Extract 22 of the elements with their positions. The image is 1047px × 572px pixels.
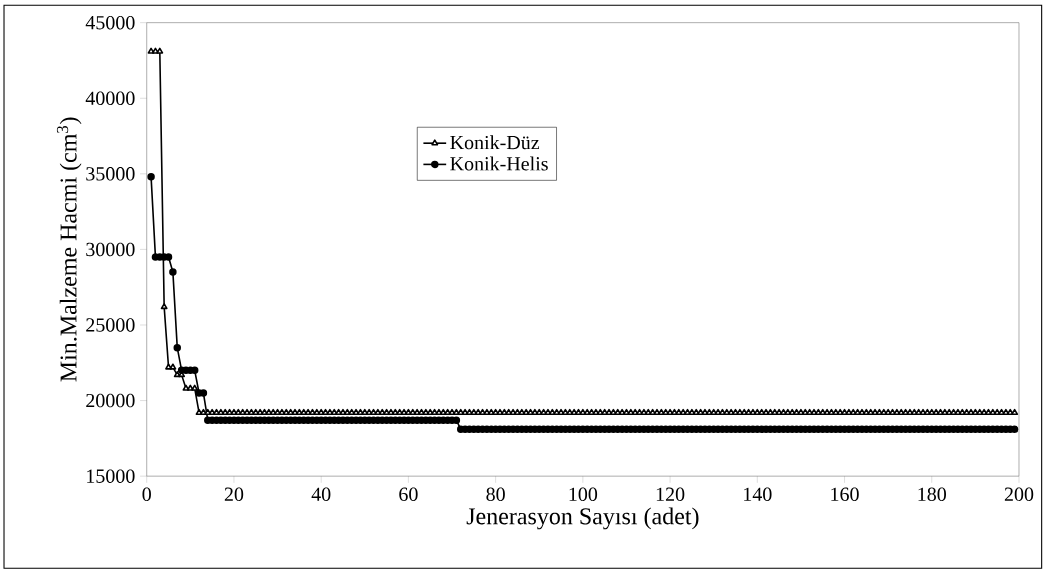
legend-label: Konik-Düz [450,135,540,150]
x-tick-label: 0 [142,487,151,501]
x-tick-label: 180 [918,487,947,501]
y-axis-title: Min.Malzeme Hacmi (cm$^{3}$) [56,117,82,382]
x-axis-title: Jenerasyon Sayısı (adet) [466,507,699,530]
x-tick-label: 200 [1004,487,1034,501]
x-tick-label: 40 [311,487,331,501]
y-tick-label: 35000 [86,167,135,181]
y-tick-label: 20000 [86,393,135,408]
y-tick-label: 30000 [86,242,135,257]
y-tick-label: 15000 [87,469,135,483]
legend-label: Konik-Helis [450,156,548,171]
x-tick-label: 100 [569,487,598,501]
y-tick-label: 40000 [85,91,135,105]
x-tick-label: 60 [399,487,418,501]
y-tick-label: 45000 [85,15,135,30]
x-tick-label: 140 [744,487,772,501]
y-tick-label: 25000 [86,318,135,332]
x-tick-label: 80 [486,487,505,501]
x-tick-label: 120 [656,487,685,501]
x-tick-label: 160 [831,487,859,501]
x-tick-label: 20 [224,487,244,501]
